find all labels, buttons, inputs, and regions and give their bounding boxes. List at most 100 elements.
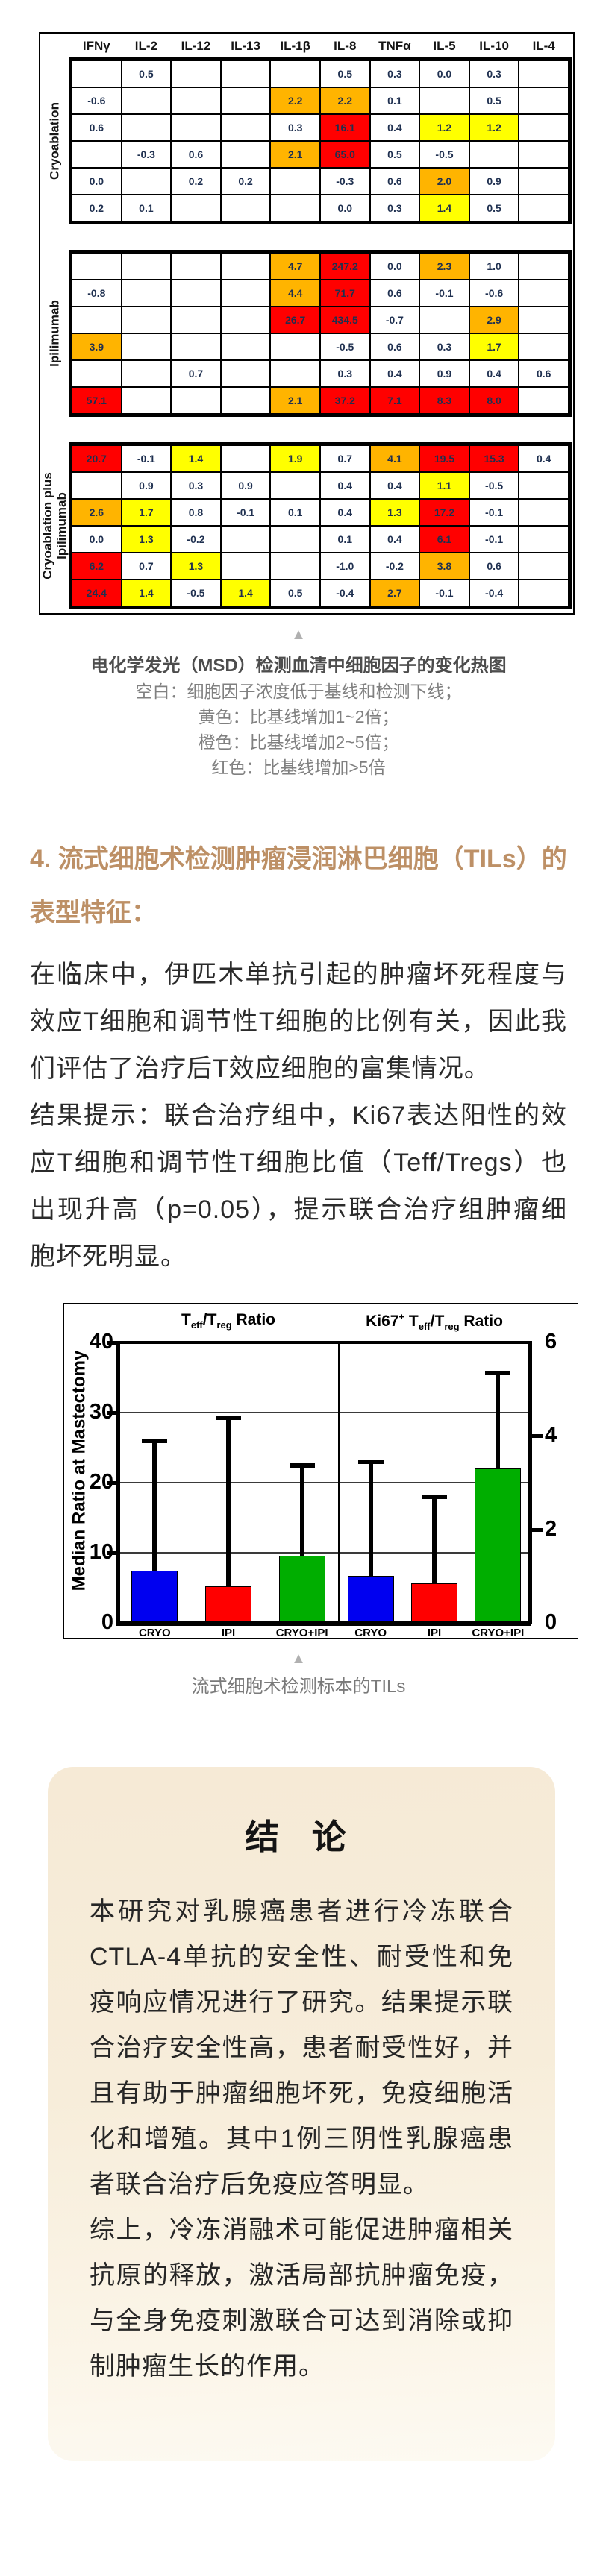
heatmap-cell: 0.4 (369, 526, 420, 553)
heatmap-caption-title: 电化学发光（MSD）检测血清中细胞因子的变化热图 (90, 656, 507, 676)
right-tick-label: 4 (545, 1423, 557, 1448)
right-tick (532, 1434, 543, 1439)
heatmap-cell (220, 445, 271, 472)
heatmap-cell: 0.0 (369, 253, 420, 280)
heatmap-cell (519, 168, 569, 195)
heatmap-cell: 0.2 (72, 195, 122, 222)
heatmap-cell: -0.3 (319, 168, 370, 195)
heatmap-header-grid: IFNγ IL-2 IL-12 IL-13 IL-1β IL-8 TNFα IL-5 IL-10… (69, 35, 572, 57)
heatmap-cell: 0.8 (171, 499, 221, 526)
panel-title-part: Ki67 (366, 1313, 399, 1330)
heatmap-cell: 0.6 (72, 114, 122, 141)
heatmap-cell (72, 360, 122, 387)
heatmap-cell: 0.9 (419, 360, 469, 387)
heatmap-grid: 20.7 -0.1 1.4 1.9 0.7 4.1 19.5 15.3 0.4 0.9 0.3 0.9… (69, 442, 572, 609)
heatmap-cell: 0.4 (369, 472, 420, 499)
heatmap-cell: -0.1 (220, 499, 271, 526)
conclusion-paragraph: 综上，冷冻消融术可能促进肿瘤相关抗原的释放，激活局部抗肿瘤免疫，与全身免疫刺激联… (90, 2216, 513, 2381)
heatmap-cell (220, 195, 271, 222)
heatmap-cell (519, 114, 569, 141)
heatmap-cell: -0.3 (121, 141, 172, 168)
group-label: Ipilimumab (40, 250, 69, 417)
heatmap-cell: 3.9 (72, 333, 122, 360)
heatmap-cell: 0.6 (369, 333, 420, 360)
heatmap-cell (270, 60, 320, 87)
heatmap-cell: 6.1 (419, 526, 469, 553)
til-ratio-bar-chart: Median Ratio at Mastectomy CRYO IPI CRYO+IP… (63, 1303, 578, 1639)
body-paragraph: 在临床中，伊匹木单抗引起的肿瘤坏死程度与效应T细胞和调节性T细胞的比例有关，因此… (30, 961, 567, 1083)
heatmap-cell (519, 472, 569, 499)
heatmap-cell: 1.7 (469, 333, 519, 360)
heatmap-cell (121, 253, 172, 280)
heatmap-cell: 0.0 (72, 168, 122, 195)
heatmap-grid: 4.7 247.2 0.0 2.3 1.0 -0.8 4.4 71.7 0.6 -0.1 -0.6 2… (69, 250, 572, 417)
plot-top-border (118, 1341, 530, 1344)
chart-caption: 流式细胞术检测标本的TILs (191, 1677, 406, 1697)
heatmap-cell (121, 360, 172, 387)
heatmap-cell: 19.5 (419, 445, 469, 472)
heatmap-cell (171, 333, 221, 360)
heatmap-cell: -0.4 (319, 579, 370, 606)
heatmap-cell: 1.1 (419, 472, 469, 499)
heatmap-cell: 0.4 (519, 445, 569, 472)
x-category-label: CRYO+IPI (275, 1627, 328, 1639)
group-label-text: Cryoablation plus Ipilimumab (40, 472, 69, 579)
heatmap-header-row: IFNγ IL-2 IL-12 IL-13 IL-1β IL-8 TNFα IL-5 IL-10… (40, 35, 573, 57)
heatmap-cell (270, 472, 320, 499)
heatmap-cell (419, 307, 469, 333)
heatmap-cell (220, 141, 271, 168)
error-bar-cap (357, 1459, 384, 1464)
heatmap-cell (519, 499, 569, 526)
heatmap-cell (220, 360, 271, 387)
column-header: IL-5 (433, 39, 456, 53)
heatmap-cell: 0.6 (519, 360, 569, 387)
panel-title-part: reg (444, 1321, 460, 1333)
bar-CRYO (347, 1576, 394, 1623)
heatmap-cell: -0.5 (319, 333, 370, 360)
conclusion-body: 本研究对乳腺癌患者进行冷冻联合CTLA-4单抗的安全性、耐受性和免疫响应情况进行… (90, 1889, 513, 2390)
left-tick (107, 1481, 118, 1485)
column-header: IL-13 (231, 39, 260, 53)
heatmap-cell: 0.4 (369, 360, 420, 387)
heatmap-cell (519, 195, 569, 222)
heatmap-cell: 0.5 (469, 195, 519, 222)
heatmap-cell: -0.1 (469, 499, 519, 526)
caption-triangle-icon: ▲ (291, 626, 306, 643)
error-bar-line (299, 1466, 304, 1556)
conclusion-box: 结 论 本研究对乳腺癌患者进行冷冻联合CTLA-4单抗的安全性、耐受性和免疫响应… (48, 1767, 555, 2461)
right-tick-label: 2 (545, 1516, 557, 1541)
right-tick-label: 0 (545, 1610, 557, 1634)
heatmap-cell: 2.2 (270, 87, 320, 114)
heatmap-cell: 1.3 (121, 526, 172, 553)
heatmap-cell: 8.0 (469, 387, 519, 414)
heatmap-cell: -0.1 (121, 445, 172, 472)
heatmap-cell: 17.2 (419, 499, 469, 526)
heatmap-cell (72, 253, 122, 280)
error-bar-cap (216, 1415, 241, 1420)
left-tick (107, 1341, 118, 1345)
panel-title-part: + (398, 1311, 405, 1322)
heatmap-cell: 0.9 (220, 472, 271, 499)
heatmap-cell: 65.0 (319, 141, 370, 168)
heatmap-caption-legend: 空白：细胞因子浓度低于基线和检测下线； 黄色：比基线增加1~2倍； 橙色：比基线增加… (0, 679, 597, 780)
heatmap-cell (121, 87, 172, 114)
heatmap-cell (519, 87, 569, 114)
heatmap-cell: 6.2 (72, 553, 122, 579)
heatmap-cell: 0.3 (171, 472, 221, 499)
heatmap-cell (270, 333, 320, 360)
heatmap-cell: 3.8 (419, 553, 469, 579)
heatmap-cell: 434.5 (319, 307, 370, 333)
heatmap-header-spacer (40, 35, 69, 57)
column-header: IL-4 (532, 39, 555, 53)
heatmap-cell: -0.4 (469, 579, 519, 606)
heatmap-cell: 0.1 (121, 195, 172, 222)
x-category-label: CRYO (138, 1627, 171, 1639)
x-category-label: CRYO (354, 1627, 387, 1639)
heatmap-cell (220, 60, 271, 87)
panel-title-part: T (404, 1313, 419, 1330)
error-bar-line (226, 1417, 231, 1587)
heatmap-cell: 0.9 (121, 472, 172, 499)
heatmap-cell: -0.2 (369, 553, 420, 579)
heatmap-cell: 7.1 (369, 387, 420, 414)
heatmap-cell: -0.1 (469, 526, 519, 553)
